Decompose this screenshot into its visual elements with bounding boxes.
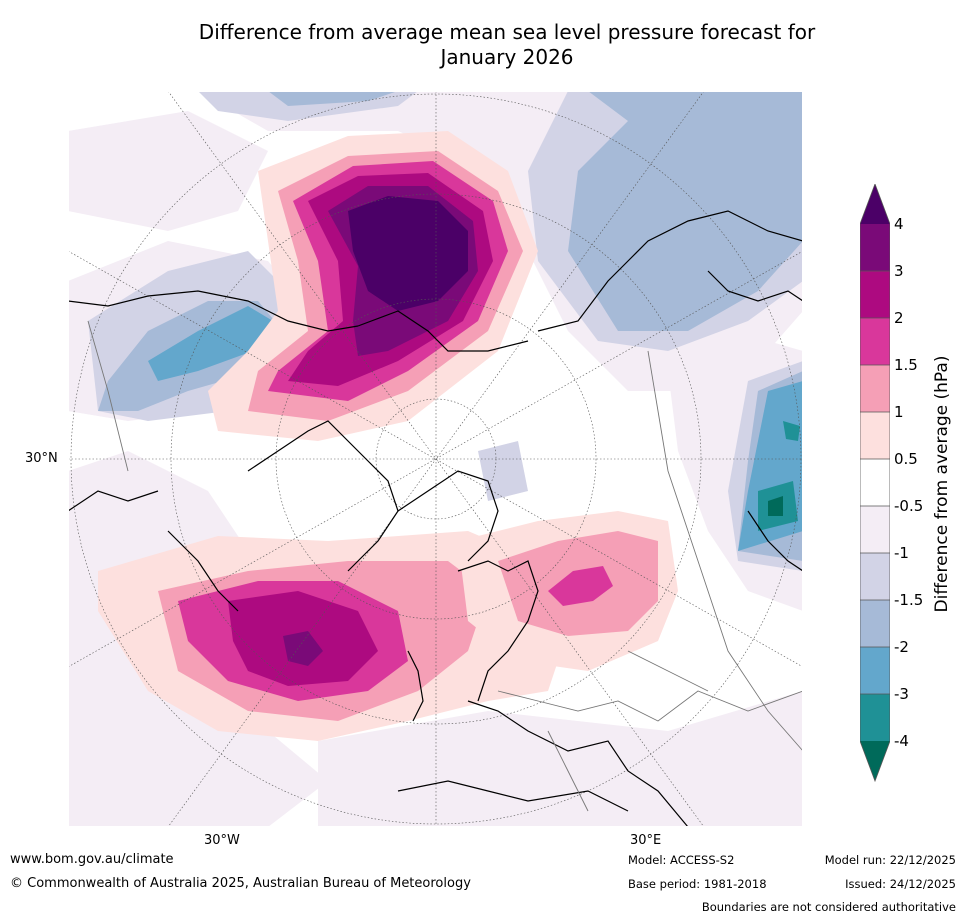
colorbar-arrow-bottom	[860, 741, 890, 781]
anomaly-very-negative	[148, 306, 803, 551]
colorbar-tick-label: -1	[894, 544, 909, 562]
footer-issued: Issued: 24/12/2025	[845, 877, 956, 891]
map-canvas	[68, 91, 803, 827]
anomaly-europe-high	[458, 511, 678, 671]
colorbar-title: Difference from average (hPa)	[932, 355, 952, 613]
colorbar-tick-label: -2	[894, 638, 909, 656]
colorbar-tick-label: 2	[894, 309, 904, 327]
footer-model: Model: ACCESS-S2	[628, 853, 735, 867]
pressure-anomaly-map	[68, 91, 803, 827]
footer-disclaimer: Boundaries are not considered authoritat…	[701, 900, 956, 914]
anomaly-pacific-high	[208, 131, 538, 441]
footer-url[interactable]: www.bom.gov.au/climate	[10, 852, 174, 867]
colorbar-bin-m4-m3	[860, 694, 890, 741]
map-title: Difference from average mean sea level p…	[0, 20, 965, 70]
colorbar-bin-1.5-2	[860, 318, 890, 365]
colorbar-tick-label: -0.5	[894, 497, 924, 515]
footer-copyright: © Commonwealth of Australia 2025, Austra…	[10, 876, 471, 891]
colorbar-tick-label: 3	[894, 262, 904, 280]
colorbar-tick-label: 1.5	[894, 356, 918, 374]
colorbar-bin-0.5-1	[860, 412, 890, 459]
latitude-label-30n: 30°N	[25, 451, 58, 466]
colorbar-bin-m2-m1.5	[860, 600, 890, 647]
colorbar-bin-3-4	[860, 224, 890, 271]
colorbar-tick-label: -4	[894, 732, 909, 750]
colorbar-tick-label: 4	[894, 215, 904, 233]
colorbar-bin-neutral	[860, 459, 890, 506]
colorbar-bin-1-1.5	[860, 365, 890, 412]
map-title-line-2: January 2026	[440, 45, 574, 69]
longitude-label-30e: 30°E	[630, 833, 662, 848]
coastlines	[68, 210, 803, 827]
country-boundaries	[87, 320, 803, 812]
graticule	[68, 91, 803, 827]
colorbar	[860, 184, 890, 782]
colorbar-tick-label: 1	[894, 403, 904, 421]
map-frame	[68, 91, 803, 827]
map-title-line-1: Difference from average mean sea level p…	[198, 20, 816, 44]
colorbar-bin-2-3	[860, 271, 890, 318]
footer-model-run: Model run: 22/12/2025	[824, 853, 956, 867]
colorbar-arrow-top	[860, 184, 890, 224]
colorbar-bin-m3-m2	[860, 647, 890, 694]
colorbar-tick-label: -1.5	[894, 591, 924, 609]
colorbar-bin-m1-m0.5	[860, 506, 890, 553]
footer-base-period: Base period: 1981-2018	[628, 877, 767, 891]
colorbar-tick-label: -3	[894, 685, 909, 703]
longitude-label-30w: 30°W	[204, 833, 240, 848]
colorbar-bin-m1.5-m1	[860, 553, 890, 600]
anomaly-atlantic-high	[98, 531, 568, 741]
colorbar-tick-label: 0.5	[894, 450, 918, 468]
